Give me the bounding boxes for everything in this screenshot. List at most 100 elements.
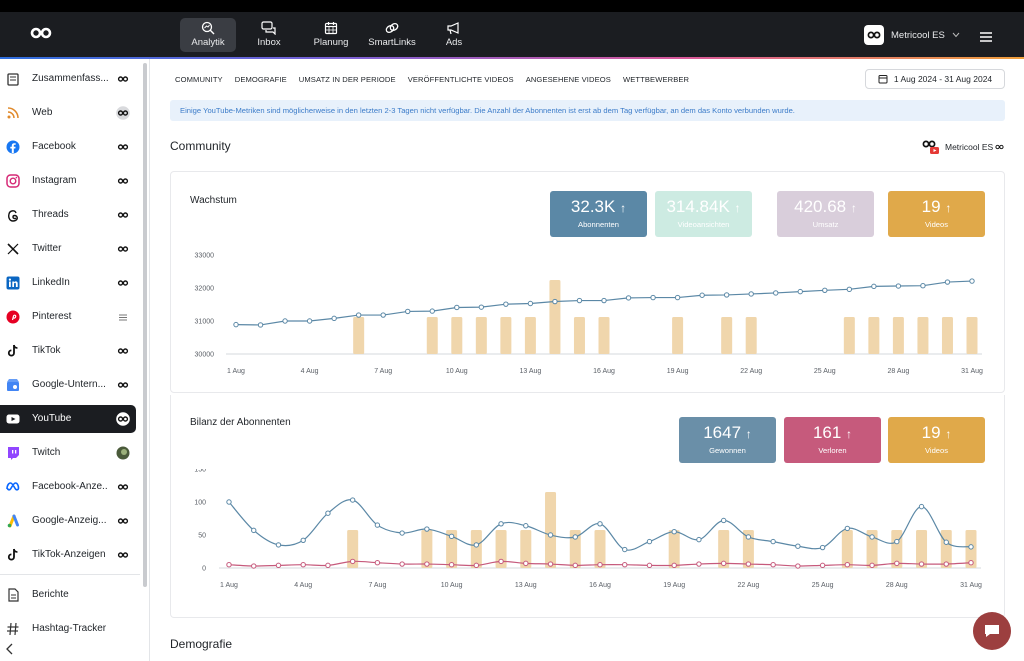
data-point-verloren <box>349 558 356 565</box>
kpi-verloren[interactable]: 161 ↑ Verloren <box>784 417 881 463</box>
next-section-title: Demografie <box>170 637 233 651</box>
data-point-gewonnen <box>696 536 702 543</box>
data-point-verloren <box>720 560 727 567</box>
videos-bar <box>451 317 463 354</box>
account-name: Metricool ES <box>891 29 945 41</box>
tab-umsatz[interactable]: UMSATZ IN DER PERIODE <box>298 75 396 84</box>
data-point-verloren <box>844 562 851 568</box>
data-point-verloren <box>547 561 554 567</box>
sidebar-item-label: Pinterest <box>32 311 72 322</box>
kpi-umsatz[interactable]: 420.68 ↑ Umsatz <box>777 191 874 237</box>
sidebar-item-web[interactable]: Web <box>0 99 136 127</box>
sidebar-item-label: Hashtag-Tracker <box>32 623 107 634</box>
data-point-abonnenten <box>257 322 264 328</box>
data-point-abonnenten <box>355 312 362 318</box>
data-point-gewonnen <box>943 539 949 545</box>
sidebar-item-google-anzeig[interactable]: Google-Anzeig... <box>0 507 136 535</box>
kpi-label: Verloren <box>818 446 847 455</box>
hamburger-menu-icon[interactable] <box>980 29 992 47</box>
metricool-link-icon <box>117 144 129 150</box>
videos-bar <box>598 317 610 354</box>
facebook-icon <box>6 140 20 154</box>
tab-wettbewerber[interactable]: WETTBEWERBER <box>622 75 690 84</box>
metricool-link-icon <box>116 106 130 120</box>
kpi-gewonnen[interactable]: 1647 ↑ Gewonnen <box>679 417 776 463</box>
data-point-verloren <box>473 562 480 569</box>
data-point-abonnenten <box>773 290 779 296</box>
data-point-verloren <box>448 562 455 568</box>
kpi-abonnenten[interactable]: 32.3K ↑ Abonnenten <box>550 191 647 237</box>
x-tick-label: 22 Aug <box>737 582 759 589</box>
data-point-verloren <box>523 560 529 567</box>
kpi-videos[interactable]: 19 ↑ Videos <box>888 417 985 463</box>
sidebar-scrollbar[interactable] <box>143 63 147 587</box>
kpi-videoansichten[interactable]: 314.84K ↑ Videoansichten <box>655 191 752 237</box>
data-point-abonnenten <box>723 292 730 298</box>
data-point-verloren <box>918 561 925 567</box>
sidebar-item-twitter[interactable]: Twitter <box>0 235 136 263</box>
sidebar-item-label: Twitter <box>32 243 62 254</box>
videos-bar <box>745 317 757 354</box>
calendar-icon <box>878 75 888 84</box>
nav-ads[interactable]: Ads <box>426 18 482 52</box>
tab-demografie[interactable]: DEMOGRAFIE <box>234 75 287 84</box>
brand-label: Metricool ES <box>945 142 994 152</box>
x-icon <box>7 243 19 255</box>
data-point-verloren <box>572 562 578 569</box>
chat-button[interactable] <box>973 612 1011 650</box>
nav-planung[interactable]: Planung <box>303 18 359 52</box>
metricool-logo-icon[interactable] <box>30 26 52 44</box>
data-point-abonnenten <box>454 304 460 311</box>
sidebar-item-instagram[interactable]: Instagram <box>0 167 136 195</box>
data-point-verloren <box>622 562 628 568</box>
sidebar-item-linkedin[interactable]: LinkedIn <box>0 269 136 297</box>
videos-bar <box>892 317 904 354</box>
kpi-videos[interactable]: 19 ↑ Videos <box>888 191 985 237</box>
tiktok-icon <box>7 548 18 561</box>
metricool-link-icon <box>117 518 129 524</box>
data-point-verloren <box>745 561 752 567</box>
data-point-abonnenten <box>699 292 705 298</box>
videos-bar <box>470 530 482 568</box>
tab-veroeffentlichte-videos[interactable]: VERÖFFENTLICHTE VIDEOS <box>407 75 514 84</box>
sidebar-item-facebook-anze[interactable]: Facebook-Anze... <box>0 473 136 501</box>
nav-inbox[interactable]: Inbox <box>241 18 297 52</box>
sidebar-item-pinterest[interactable]: Pinterest <box>0 303 136 331</box>
date-range-picker[interactable]: 1 Aug 2024 - 31 Aug 2024 <box>865 69 1005 89</box>
data-point-verloren <box>943 561 949 567</box>
sidebar-item-tiktok[interactable]: TikTok <box>0 337 136 365</box>
account-switcher[interactable]: Metricool ES <box>864 25 960 45</box>
data-point-verloren <box>819 562 826 569</box>
metricool-link-icon <box>117 246 129 252</box>
videos-bar <box>475 317 487 354</box>
sidebar-item-label: TikTok <box>32 345 61 356</box>
collapse-sidebar-icon[interactable] <box>6 642 14 660</box>
sidebar-item-facebook[interactable]: Facebook <box>0 133 136 161</box>
sidebar-item-label: Zusammenfass... <box>32 73 108 84</box>
nav-analytik[interactable]: Analytik <box>180 18 236 52</box>
sidebar-item-hashtag-tracker[interactable]: Hashtag-Tracker <box>0 615 136 643</box>
section-title: Community <box>170 139 231 153</box>
kpi-value: 420.68 <box>794 197 847 216</box>
sidebar-item-youtube[interactable]: YouTube <box>0 405 136 433</box>
balance-card: Bilanz der Abonnenten 1647 ↑ Gewonnen 161 … <box>170 395 1005 618</box>
tab-community[interactable]: COMMUNITY <box>175 75 223 84</box>
nav-smartlinks[interactable]: SmartLinks <box>364 18 420 52</box>
data-point-abonnenten <box>380 312 386 318</box>
brand-selector[interactable]: Metricool ES <box>922 140 1004 154</box>
data-point-abonnenten <box>306 318 313 324</box>
kpi-value: 32.3K <box>570 197 616 216</box>
profile-avatar-icon <box>116 446 130 460</box>
kpi-label: Videos <box>924 220 949 229</box>
sidebar-item-tiktok-anzeigen[interactable]: TikTok-Anzeigen <box>0 541 136 569</box>
sidebar-item-zusammenfass[interactable]: Zusammenfass... <box>0 65 136 93</box>
date-range-label: 1 Aug 2024 - 31 Aug 2024 <box>893 74 993 84</box>
sidebar-item-label: Facebook <box>32 141 76 152</box>
x-tick-label: 7 Aug <box>368 582 386 589</box>
sidebar-item-threads[interactable]: Threads <box>0 201 136 229</box>
tab-angesehene-videos[interactable]: ANGESEHENE VIDEOS <box>525 75 611 84</box>
metricool-link-icon <box>116 412 130 426</box>
sidebar-item-twitch[interactable]: Twitch <box>0 439 136 467</box>
sidebar-item-google-untern[interactable]: Google-Untern... <box>0 371 136 399</box>
sidebar-item-berichte[interactable]: Berichte <box>0 581 136 609</box>
